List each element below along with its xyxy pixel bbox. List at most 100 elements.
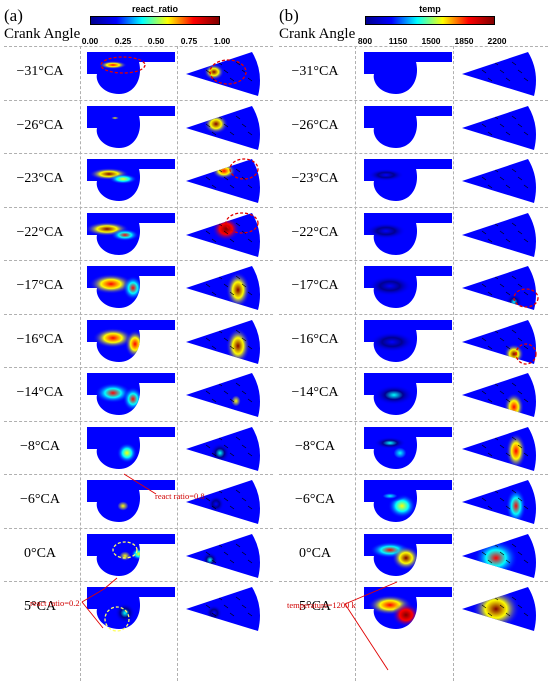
velocity-vector [481,283,487,288]
row-divider [279,46,548,47]
crank-angle-label: 5°CA [23,599,57,614]
sector-contour [186,534,260,578]
chamber-contour [364,480,452,522]
field-blob [89,274,133,294]
highlight-ellipse-shape [104,606,130,632]
velocity-vector [505,452,511,457]
velocity-vector [229,238,235,243]
velocity-vector [211,345,217,350]
velocity-vector [517,123,523,128]
highlight-ellipse-shape [225,212,259,234]
velocity-vector [211,184,217,189]
velocity-vector [229,398,235,403]
colorbar-tick: 0.00 [81,36,99,46]
velocity-vector [235,329,241,334]
sector-contour [462,52,536,96]
velocity-vector [211,398,217,403]
velocity-vector [517,176,523,181]
colorbar-tick: 0.75 [180,36,198,46]
leader-line [81,588,105,603]
velocity-vector [499,444,505,449]
highlight-ellipse-shape [112,541,138,559]
velocity-vector [229,131,235,136]
panel-temperature: (b) Crank Angle temp 800 1150 1500 1850 … [275,0,550,685]
row-divider [4,260,273,261]
field-blob [109,174,137,184]
velocity-vector [487,345,493,350]
velocity-vector [511,61,517,66]
velocity-vector [523,612,529,617]
field-blob [506,488,526,524]
velocity-vector [235,596,241,601]
sector-contour [186,320,260,364]
velocity-vector [223,69,229,74]
velocity-vector [499,497,505,502]
velocity-vector [487,184,493,189]
row-divider [279,528,548,529]
velocity-vector [505,398,511,403]
field-blob [226,328,250,364]
chamber-contour [364,373,452,415]
chamber-contour [364,213,452,255]
field-blob [374,437,406,449]
velocity-vector [229,184,235,189]
velocity-vector [517,230,523,235]
velocity-vector [223,390,229,395]
colorbar-ticks: 800 1150 1500 1850 2200 [353,36,509,48]
sector-contour [186,373,260,417]
crank-angle-label: 0°CA [298,546,332,561]
velocity-vector [511,596,517,601]
chamber-contour [87,266,175,308]
sector-contour [186,106,260,150]
row-divider [279,581,548,582]
velocity-vector [505,131,511,136]
field-blob [374,385,414,405]
velocity-vector [247,505,253,510]
highlight-ellipse [104,606,130,632]
crank-angle-title: Crank Angle [279,26,356,42]
row-divider [279,100,548,101]
sector-contour [186,480,260,524]
velocity-vector [229,505,235,510]
sector-contour [462,106,536,150]
velocity-vector [499,176,505,181]
velocity-vector [229,612,235,617]
velocity-vector [205,444,211,449]
highlight-ellipse [209,59,247,85]
velocity-vector [523,131,529,136]
velocity-vector [487,291,493,296]
velocity-vector [487,559,493,564]
velocity-vector [205,176,211,181]
velocity-vector [505,612,511,617]
velocity-vector [241,230,247,235]
chamber-contour [87,587,175,629]
sector-field [186,534,260,578]
sector-field [462,213,536,257]
sector-contour [462,587,536,631]
velocity-vector [481,604,487,609]
velocity-vector [481,337,487,342]
velocity-vector [211,291,217,296]
velocity-vector [235,436,241,441]
crank-angle-title: Crank Angle [4,26,81,42]
field-blob [208,496,224,512]
velocity-vector [223,230,229,235]
row-divider [279,367,548,368]
field-blob [506,433,526,469]
velocity-vector [223,283,229,288]
crank-angle-label: −23°CA [291,171,339,186]
velocity-vector [505,505,511,510]
velocity-vector [517,497,523,502]
velocity-vector [481,123,487,128]
highlight-ellipse-shape [515,343,537,365]
velocity-vector [223,604,229,609]
row-divider [4,153,273,154]
velocity-vector [487,505,493,510]
highlight-ellipse [515,343,537,365]
column-divider [80,46,81,681]
velocity-vector [517,69,523,74]
highlight-ellipse-shape [100,56,146,74]
velocity-vector [229,291,235,296]
velocity-vector [205,230,211,235]
